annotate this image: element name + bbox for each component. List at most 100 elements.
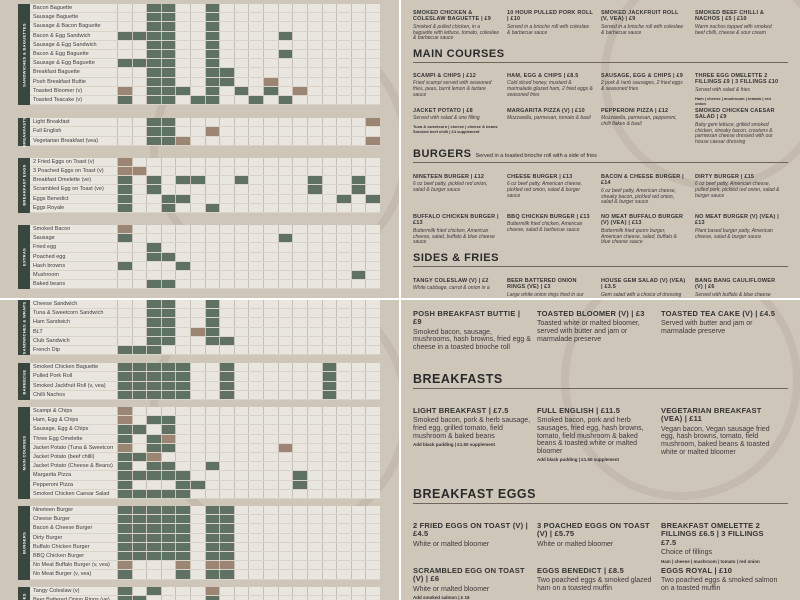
allergen-cell — [248, 166, 263, 176]
allergen-cells — [117, 49, 380, 59]
allergen-cell — [248, 40, 263, 49]
allergen-cell — [321, 471, 337, 480]
allergen-cell — [160, 127, 176, 136]
allergen-cell — [263, 515, 278, 524]
allergen-cell — [117, 595, 132, 600]
allergen-cell — [204, 127, 220, 136]
allergen-cell — [117, 136, 132, 145]
item-name: NINETEEN BURGER | £12 — [413, 174, 485, 180]
item-extra: Tuna & sweetcorn | cheese | cheese & bea… — [413, 124, 498, 135]
allergen-cell — [350, 480, 366, 489]
allergen-cell — [248, 127, 263, 136]
dish-label: BBQ Chicken Burger — [33, 552, 85, 559]
allergen-cell — [350, 327, 366, 336]
allergen-cells — [117, 515, 380, 524]
allergen-cell — [204, 31, 220, 40]
allergen-cell — [263, 234, 278, 243]
allergen-cell — [146, 515, 161, 524]
allergen-cell — [365, 425, 380, 434]
allergen-cell — [204, 318, 220, 327]
allergen-cell — [336, 318, 351, 327]
dish-label: Jacket Potato (Tuna & Sweetcorn) — [33, 444, 113, 451]
allergen-cell — [190, 309, 205, 318]
menu-item: HAM, EGG & CHIPS | £8.5 Cold sliced honey… — [507, 73, 593, 99]
grid-row: Margarita Pizza — [30, 471, 380, 481]
allergen-cell — [306, 372, 322, 381]
allergen-cell — [233, 95, 249, 105]
allergen-cell — [131, 434, 147, 443]
allergen-cells — [117, 489, 380, 498]
allergen-cell — [233, 194, 249, 203]
item-extra: Ham | cheese | mushroom | tomato | red o… — [695, 95, 771, 106]
allergen-grid-top: SANDWICHES & BAGUETTES Bacon Baguette Saus… — [0, 0, 399, 298]
allergen-cell — [204, 542, 220, 551]
allergen-cell — [233, 31, 249, 40]
allergen-cell — [131, 489, 147, 498]
allergen-cell — [336, 345, 351, 355]
allergen-cell — [277, 425, 293, 434]
grid-row: Cheese Sandwich — [30, 300, 380, 310]
allergen-cell — [146, 68, 161, 77]
dish-label: BLT — [33, 328, 43, 335]
allergen-cell — [248, 551, 263, 561]
allergen-cell — [277, 309, 293, 318]
allergen-cell — [219, 480, 234, 489]
allergen-cell — [292, 416, 307, 425]
grid-row: Scampi & Chips — [30, 407, 380, 417]
allergen-cell — [336, 95, 351, 105]
allergen-cell — [146, 270, 161, 280]
grid-rows: Scampi & Chips Ham, Egg & Chips Sausage, E… — [30, 407, 380, 499]
allergen-cell — [263, 570, 278, 579]
allergen-cell — [248, 157, 263, 166]
allergen-cell — [336, 586, 351, 595]
allergen-cell — [248, 118, 263, 127]
grid-row: Smoked Chicken Caesar Salad — [30, 489, 380, 499]
allergen-cell — [350, 270, 366, 280]
dish-label: No Meat Buffalo Burger (v, vea) — [33, 562, 110, 569]
allergen-cell — [204, 261, 220, 270]
allergen-cells — [117, 157, 380, 166]
allergen-cell — [175, 372, 191, 381]
allergen-cell — [306, 49, 322, 59]
allergen-cell — [292, 136, 307, 145]
dish-label: French Dip — [33, 346, 60, 353]
allergen-cells — [117, 22, 380, 31]
allergen-cell — [365, 570, 380, 579]
allergen-cell — [277, 166, 293, 176]
allergen-cell — [365, 416, 380, 425]
allergen-cell — [219, 489, 234, 498]
allergen-cell — [277, 327, 293, 336]
allergen-cell — [146, 327, 161, 336]
section-label: SIDES — [18, 586, 30, 600]
allergen-cell — [146, 309, 161, 318]
allergen-cell — [321, 363, 337, 372]
allergen-cell — [233, 425, 249, 434]
allergen-cell — [175, 136, 191, 145]
allergen-cell — [365, 515, 380, 524]
grid-row: BBQ Chicken Burger — [30, 551, 380, 562]
allergen-cell — [190, 506, 205, 515]
allergen-cell — [219, 136, 234, 145]
grid-row: Bacon Baguette — [30, 4, 380, 14]
grid-row: Sausage & Bacon Baguette — [30, 22, 380, 32]
allergen-cell — [190, 336, 205, 345]
allergen-cell — [233, 13, 249, 22]
item-description: Served with salad & one filling — [413, 115, 480, 122]
horizontal-seam — [0, 298, 800, 300]
allergen-cell — [292, 381, 307, 390]
allergen-cell — [146, 533, 161, 542]
allergen-cell — [350, 68, 366, 77]
allergen-cell — [146, 185, 161, 194]
allergen-cell — [160, 194, 176, 203]
allergen-cell — [160, 40, 176, 49]
section-label-text: BREAKFASTS — [21, 116, 27, 148]
allergen-cell — [131, 127, 147, 136]
allergen-cells — [117, 551, 380, 561]
allergen-cell — [204, 300, 220, 309]
allergen-cell — [306, 425, 322, 434]
allergen-cell — [292, 407, 307, 416]
grid-rows: Light Breakfast Full English Vegetarian Br… — [30, 118, 380, 146]
allergen-cell — [204, 157, 220, 166]
item-description: Served in a brioche roll with coleslaw &… — [601, 23, 683, 36]
allergen-cell — [219, 416, 234, 425]
